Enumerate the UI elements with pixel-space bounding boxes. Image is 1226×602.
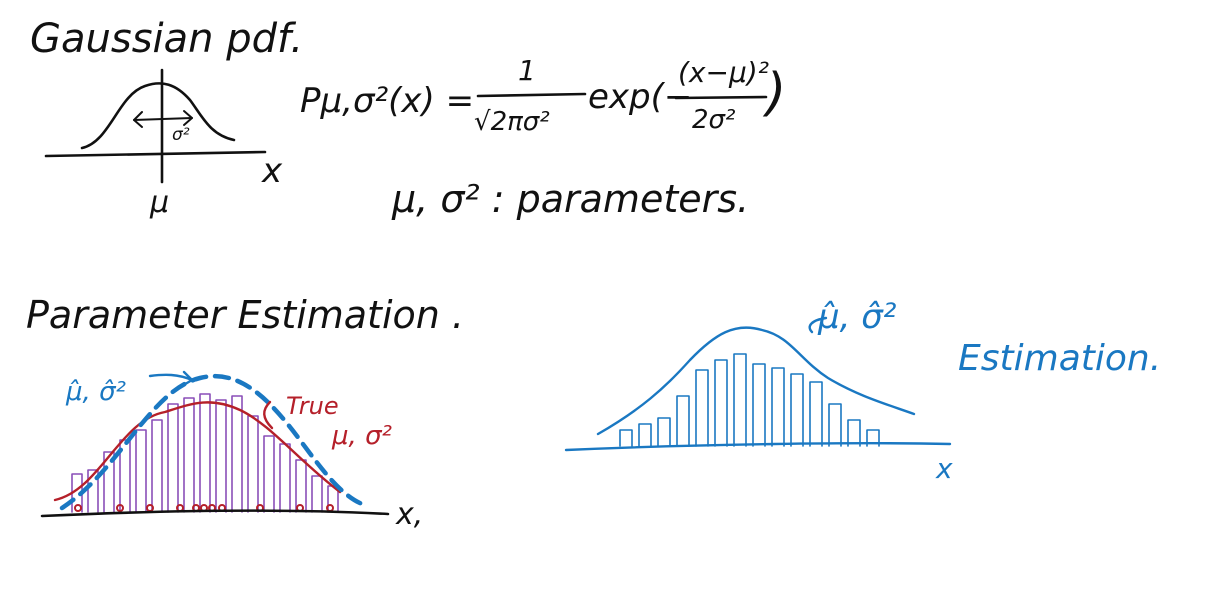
right-histogram-bars: [619, 353, 880, 447]
histogram-bar: [247, 415, 259, 513]
right-histogram-bar: [695, 369, 709, 447]
right-estimated-curve: [596, 326, 916, 436]
gaussian-title: Gaussian pdf.: [30, 16, 303, 62]
histogram-bar: [231, 395, 243, 513]
formula-exp: exp(−: [588, 77, 692, 117]
right-histogram-bar: [809, 381, 823, 447]
right-histogram-bar: [866, 429, 880, 447]
histogram-bar: [151, 419, 163, 513]
hat-arrow-head: [180, 370, 194, 388]
histogram-bar: [103, 451, 115, 513]
sample-point: [326, 504, 334, 512]
estimation-title: Parameter Estimation .: [26, 293, 464, 337]
right-histogram-bar: [714, 359, 728, 447]
formula-lhs: Pμ,σ²(x) =: [300, 81, 474, 121]
formula-close-paren: ): [762, 63, 786, 123]
histogram-bar: [199, 393, 211, 513]
sample-point: [146, 504, 154, 512]
formula-denominator: √2πσ²: [474, 107, 550, 137]
right-histogram-bar: [790, 373, 804, 447]
right-histogram-bar: [771, 367, 785, 447]
estimation-hat-label: μ̂, σ̂²: [65, 377, 126, 407]
estimation-x-label: x,: [395, 497, 423, 532]
gaussian-sketch: σ² μ x: [44, 68, 283, 220]
histogram-bar: [119, 439, 131, 513]
formula-fraction-bar: [476, 92, 587, 98]
histogram-bar: [87, 469, 99, 513]
histogram-bar: [167, 403, 179, 513]
right-histogram-bar: [657, 417, 671, 447]
true-label-pointer: [263, 400, 274, 430]
sketch-sigma-arrow: [133, 117, 193, 121]
histogram-bar: [183, 397, 195, 513]
histogram-bar: [215, 399, 227, 513]
estimated-gaussian-curve: [59, 374, 371, 511]
right-hat-pointer: [808, 316, 828, 334]
right-histogram-bar: [638, 423, 652, 447]
true-label-line1: True: [286, 392, 339, 420]
right-x-axis: [564, 442, 952, 452]
right-estimation-label: Estimation.: [958, 338, 1161, 379]
sketch-mu-label: μ: [149, 185, 169, 220]
sketch-arrow-left-head: [133, 111, 143, 128]
true-gaussian-curve: [53, 401, 342, 502]
histogram-bar: [263, 435, 275, 513]
formula-numerator: 1: [518, 54, 536, 87]
right-histogram-bar: [828, 403, 842, 447]
sample-point: [116, 504, 124, 512]
right-estimation-sketch: x μ̂, σ̂² Estimation.: [564, 297, 1161, 485]
estimation-histogram-sketch: x, μ̂, σ̂² True μ, σ²: [40, 370, 423, 532]
right-histogram-bar: [676, 395, 690, 447]
histogram-bars: [71, 393, 339, 513]
right-hat-label: μ̂, σ̂²: [817, 297, 897, 337]
parameters-note: μ, σ² : parameters.: [391, 177, 749, 221]
right-histogram-bar: [733, 353, 747, 447]
hat-arrow: [148, 373, 194, 382]
right-histogram-bar: [619, 429, 633, 447]
right-histogram-bar: [752, 363, 766, 447]
right-x-label: x: [935, 452, 953, 485]
formula-exp-numerator: (x−μ)²: [678, 56, 769, 89]
sample-point: [74, 504, 82, 512]
formula-exp-fraction-bar: [674, 95, 768, 100]
histogram-bar: [135, 429, 147, 513]
histogram-bar: [279, 443, 291, 513]
sketch-x-label: x: [261, 151, 283, 191]
sketch-sigma-label: σ²: [172, 125, 190, 145]
formula-exp-denominator: 2σ²: [692, 105, 735, 135]
sketch-bell-curve: [80, 82, 236, 150]
estimation-x-axis: [40, 509, 390, 518]
histogram-bar: [311, 475, 323, 513]
sketch-x-axis: [44, 150, 267, 158]
right-histogram-bar: [847, 419, 861, 447]
true-label-line2: μ, σ²: [331, 421, 392, 451]
gaussian-formula: Pμ,σ²(x) = 1 √2πσ² exp(− (x−μ)² 2σ² ): [300, 54, 786, 137]
sketch-arrow-right-head: [183, 110, 193, 126]
